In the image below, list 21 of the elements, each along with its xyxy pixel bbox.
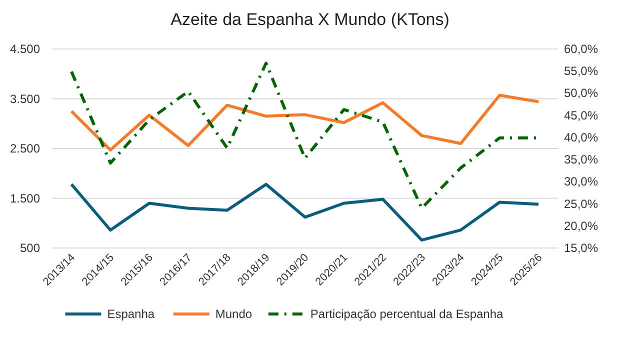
y-tick-label: 1.500 [10,191,40,206]
y-tick-label: 500 [20,241,40,255]
y2-tick-label: 45,0% [564,108,598,122]
chart-title: Azeite da Espanha X Mundo (KTons) [170,10,450,29]
y2-tick-label: 30,0% [564,174,598,189]
y2-tick-label: 35,0% [564,152,598,167]
y2-tick-label: 50,0% [564,86,598,100]
legend-label: Participação percentual da Espanha [310,307,504,321]
y2-tick-label: 25,0% [564,196,598,211]
y2-tick-label: 55,0% [564,64,598,78]
y-tick-label: 4.500 [10,42,40,56]
y2-tick-label: 60,0% [564,42,598,56]
y2-tick-label: 15,0% [564,241,598,255]
y2-tick-label: 40,0% [564,130,598,144]
line-series [70,182,540,242]
y2-tick-label: 20,0% [564,218,598,233]
line-series [70,94,540,152]
y-tick-label: 2.500 [10,142,40,156]
y-tick-label: 3.500 [10,92,40,106]
legend-label: Espanha [107,307,155,321]
legend-label: Mundo [215,307,252,321]
